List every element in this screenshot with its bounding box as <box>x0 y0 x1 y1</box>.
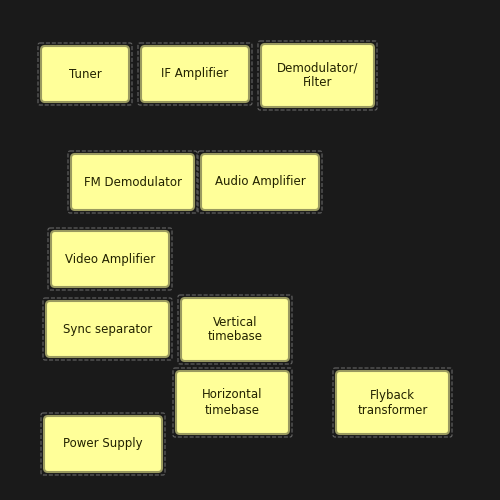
FancyBboxPatch shape <box>141 46 249 102</box>
Text: Flyback
transformer: Flyback transformer <box>358 388 428 416</box>
FancyBboxPatch shape <box>181 298 289 361</box>
Text: FM Demodulator: FM Demodulator <box>84 176 182 188</box>
FancyBboxPatch shape <box>201 154 319 210</box>
FancyBboxPatch shape <box>176 371 289 434</box>
Text: Vertical
timebase: Vertical timebase <box>208 316 262 344</box>
FancyBboxPatch shape <box>46 301 169 357</box>
Text: Tuner: Tuner <box>68 68 102 80</box>
Text: IF Amplifier: IF Amplifier <box>162 68 228 80</box>
Text: Demodulator/
Filter: Demodulator/ Filter <box>277 62 358 90</box>
FancyBboxPatch shape <box>71 154 194 210</box>
Text: Horizontal
timebase: Horizontal timebase <box>202 388 263 416</box>
FancyBboxPatch shape <box>41 46 129 102</box>
Text: Power Supply: Power Supply <box>63 438 143 450</box>
Text: Sync separator: Sync separator <box>63 322 152 336</box>
Text: Video Amplifier: Video Amplifier <box>65 252 155 266</box>
FancyBboxPatch shape <box>44 416 162 472</box>
Text: Audio Amplifier: Audio Amplifier <box>214 176 306 188</box>
FancyBboxPatch shape <box>261 44 374 107</box>
FancyBboxPatch shape <box>51 231 169 287</box>
FancyBboxPatch shape <box>336 371 449 434</box>
